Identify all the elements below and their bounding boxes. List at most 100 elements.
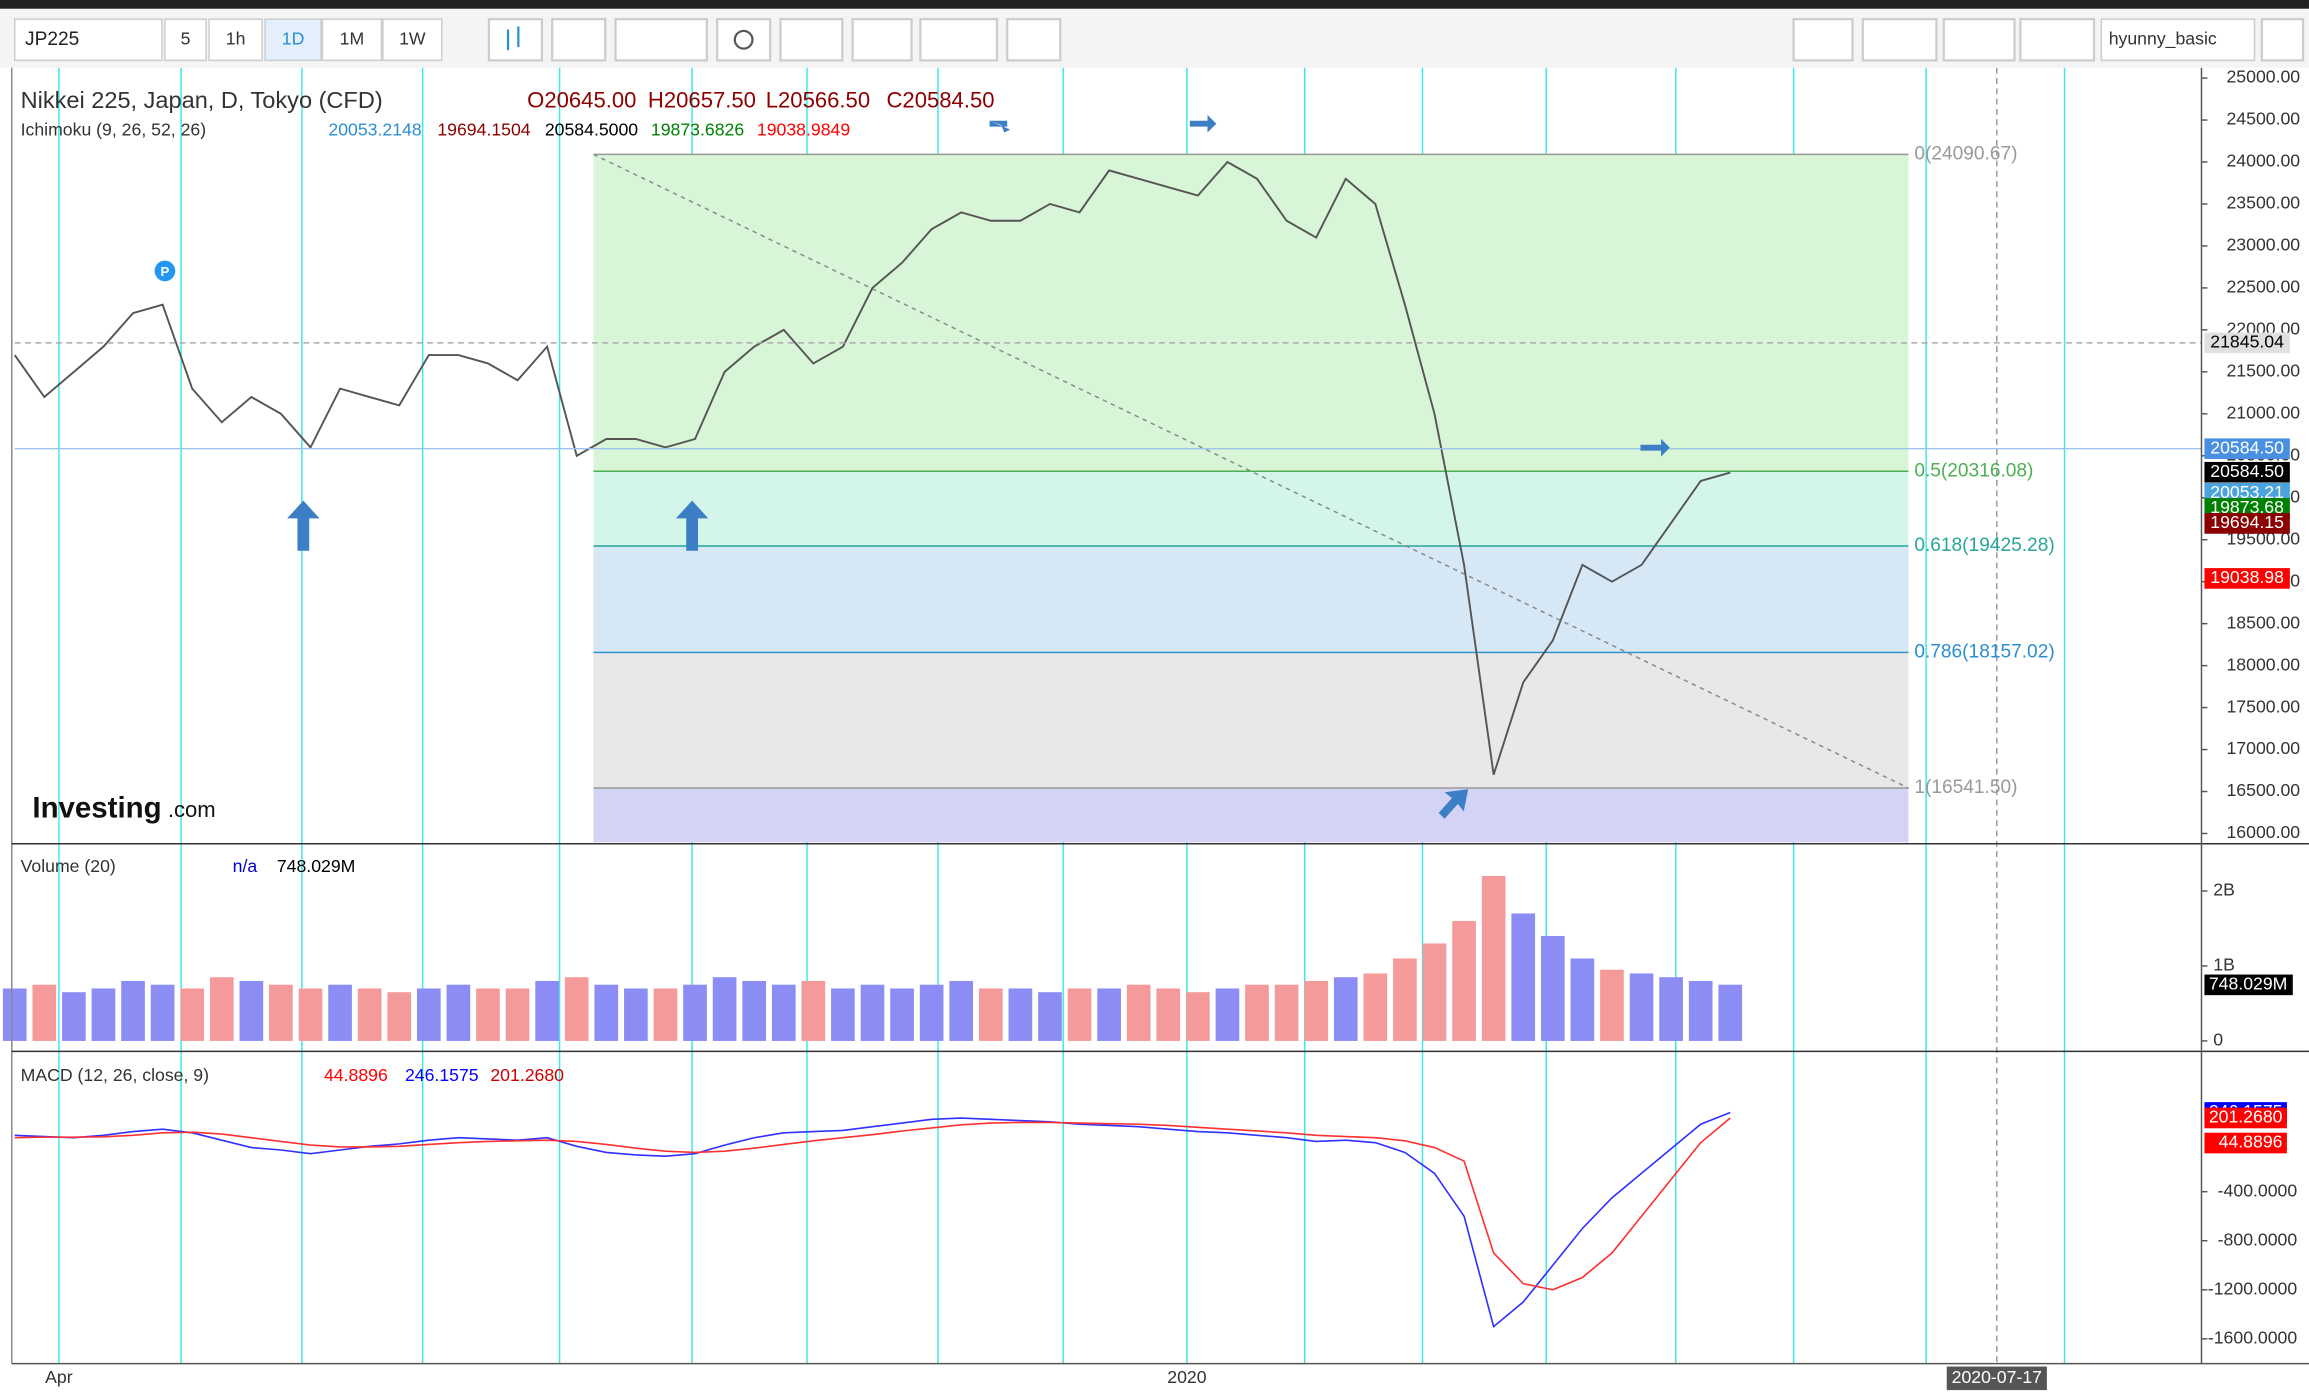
volume-bar xyxy=(831,988,855,1041)
volume-value: 748.029M xyxy=(277,856,356,876)
y-tick-label: -1600.0000 xyxy=(2208,1328,2298,1348)
x-tick-label: 2020-07-17 xyxy=(1952,1367,2042,1387)
y-tick-label: 21500.00 xyxy=(2226,361,2300,381)
draw-icon[interactable] xyxy=(614,18,708,62)
volume-bar xyxy=(949,980,974,1041)
candle-icon[interactable] xyxy=(487,18,544,62)
volume-bar xyxy=(91,988,116,1041)
volume-bar xyxy=(1008,988,1033,1041)
color-icon[interactable] xyxy=(1861,18,1938,62)
volume-bar xyxy=(1274,984,1299,1041)
fullscreen-icon[interactable] xyxy=(2260,18,2305,62)
x-tick-label: Apr xyxy=(45,1367,73,1387)
price-marker xyxy=(2204,461,2290,483)
snapshot-icon[interactable] xyxy=(1792,18,1854,62)
volume-bar xyxy=(328,984,352,1041)
volume-marker-label: 748.029M xyxy=(2209,974,2288,994)
date-cursor-label-bg xyxy=(1946,1366,2047,1391)
arrow xyxy=(989,120,1011,133)
interval-button[interactable] xyxy=(164,18,207,62)
x-tick-label: 2020 xyxy=(1167,1367,1206,1387)
volume-bar xyxy=(594,984,619,1041)
arrow xyxy=(287,500,320,551)
interval-label: 1D xyxy=(282,28,305,48)
alert-icon[interactable] xyxy=(1006,18,1062,62)
volume-bar xyxy=(298,988,323,1041)
y-tick-label: 2B xyxy=(2213,880,2235,900)
volume-bar xyxy=(476,988,500,1041)
price-marker xyxy=(2204,568,2290,589)
ichimoku-value: 19694.1504 xyxy=(437,120,530,140)
save-icon[interactable] xyxy=(2019,18,2096,62)
y-tick-label: 23000.00 xyxy=(2226,235,2300,255)
volume-bar xyxy=(860,984,885,1041)
interval-button[interactable] xyxy=(321,18,383,62)
interval-button[interactable] xyxy=(208,18,263,62)
volume-title: Volume (20) xyxy=(21,856,116,876)
volume-bar xyxy=(1333,977,1358,1041)
settings-icon[interactable] xyxy=(716,18,772,62)
fib-label: 0.786(18157.02) xyxy=(1914,642,2054,663)
interval-label: 1W xyxy=(399,28,426,48)
arrows xyxy=(287,114,1670,819)
plot-area: 0(24090.67) 0.5(20316.08) 0.618(19425.28) 0… xyxy=(2,67,2300,1364)
volume-bar xyxy=(62,992,86,1041)
volume-bar xyxy=(1186,992,1210,1041)
price-marker-label: 19038.98 xyxy=(2210,567,2284,587)
volume-bar xyxy=(1452,920,1476,1041)
arrow xyxy=(1640,438,1670,457)
interval-label: 1h xyxy=(226,28,246,48)
indicator-icon[interactable] xyxy=(779,18,844,62)
undo-redo[interactable] xyxy=(919,18,999,62)
macd-value: 246.1575 xyxy=(405,1065,479,1085)
fib-label: 0.618(19425.28) xyxy=(1914,535,2054,556)
price-marker-label: 20053.21 xyxy=(2210,482,2284,502)
price-line xyxy=(13,160,1731,776)
volume-bar xyxy=(505,988,530,1041)
volume-bar xyxy=(1600,969,1624,1041)
y-tick-label: 22500.00 xyxy=(2226,277,2300,297)
y-tick-label: 17500.00 xyxy=(2226,696,2300,716)
volume-bar xyxy=(1067,988,1092,1041)
volume-bar xyxy=(239,980,264,1041)
interval-button[interactable] xyxy=(264,18,322,62)
volume-bar xyxy=(1393,958,1417,1041)
ohlc-value: O20645.00 xyxy=(527,87,636,112)
volume-value: n/a xyxy=(233,856,258,876)
volume-bar xyxy=(683,984,707,1041)
volume-bar xyxy=(742,980,767,1041)
legend-title: Nikkei 225, Japan, D, Tokyo (CFD) xyxy=(21,87,383,113)
logo-suffix: .com xyxy=(168,797,216,822)
volume-bar xyxy=(269,984,293,1041)
y-tick-label: 24500.00 xyxy=(2226,109,2300,129)
volume-bar xyxy=(446,984,471,1041)
volume-marker xyxy=(2204,974,2293,996)
user-button[interactable] xyxy=(2100,18,2256,62)
ichimoku-title: Ichimoku (9, 26, 52, 26) xyxy=(21,120,207,140)
symbol: JP225 xyxy=(25,29,79,50)
volume-bar xyxy=(1629,973,1654,1041)
ichimoku-value: 19038.9849 xyxy=(757,120,850,140)
price-marker-label: 21845.04 xyxy=(2210,332,2284,352)
load-icon[interactable] xyxy=(1942,18,2016,62)
compare-icon[interactable] xyxy=(851,18,913,62)
fib-label: 1(16541.50) xyxy=(1914,777,2017,798)
volume-bar xyxy=(771,984,796,1041)
y-tick-label: 24000.00 xyxy=(2226,151,2300,171)
macd-title: MACD (12, 26, close, 9) xyxy=(21,1065,209,1085)
volume-bar xyxy=(1540,935,1565,1041)
interval-button[interactable] xyxy=(382,18,443,62)
y-tick-label: 25000.00 xyxy=(2226,67,2300,87)
volume-bar xyxy=(357,988,382,1041)
price-marker xyxy=(2204,513,2290,534)
toolbar-icons xyxy=(487,18,2305,62)
top-strip xyxy=(0,0,2309,9)
volume-bar xyxy=(1481,875,1506,1041)
volume-bar xyxy=(1718,984,1743,1041)
volume-bar xyxy=(180,988,205,1041)
symbol-input[interactable] xyxy=(13,18,163,62)
volume-bar xyxy=(624,988,648,1041)
volume-bar xyxy=(387,992,412,1041)
line-icon[interactable] xyxy=(551,18,607,62)
